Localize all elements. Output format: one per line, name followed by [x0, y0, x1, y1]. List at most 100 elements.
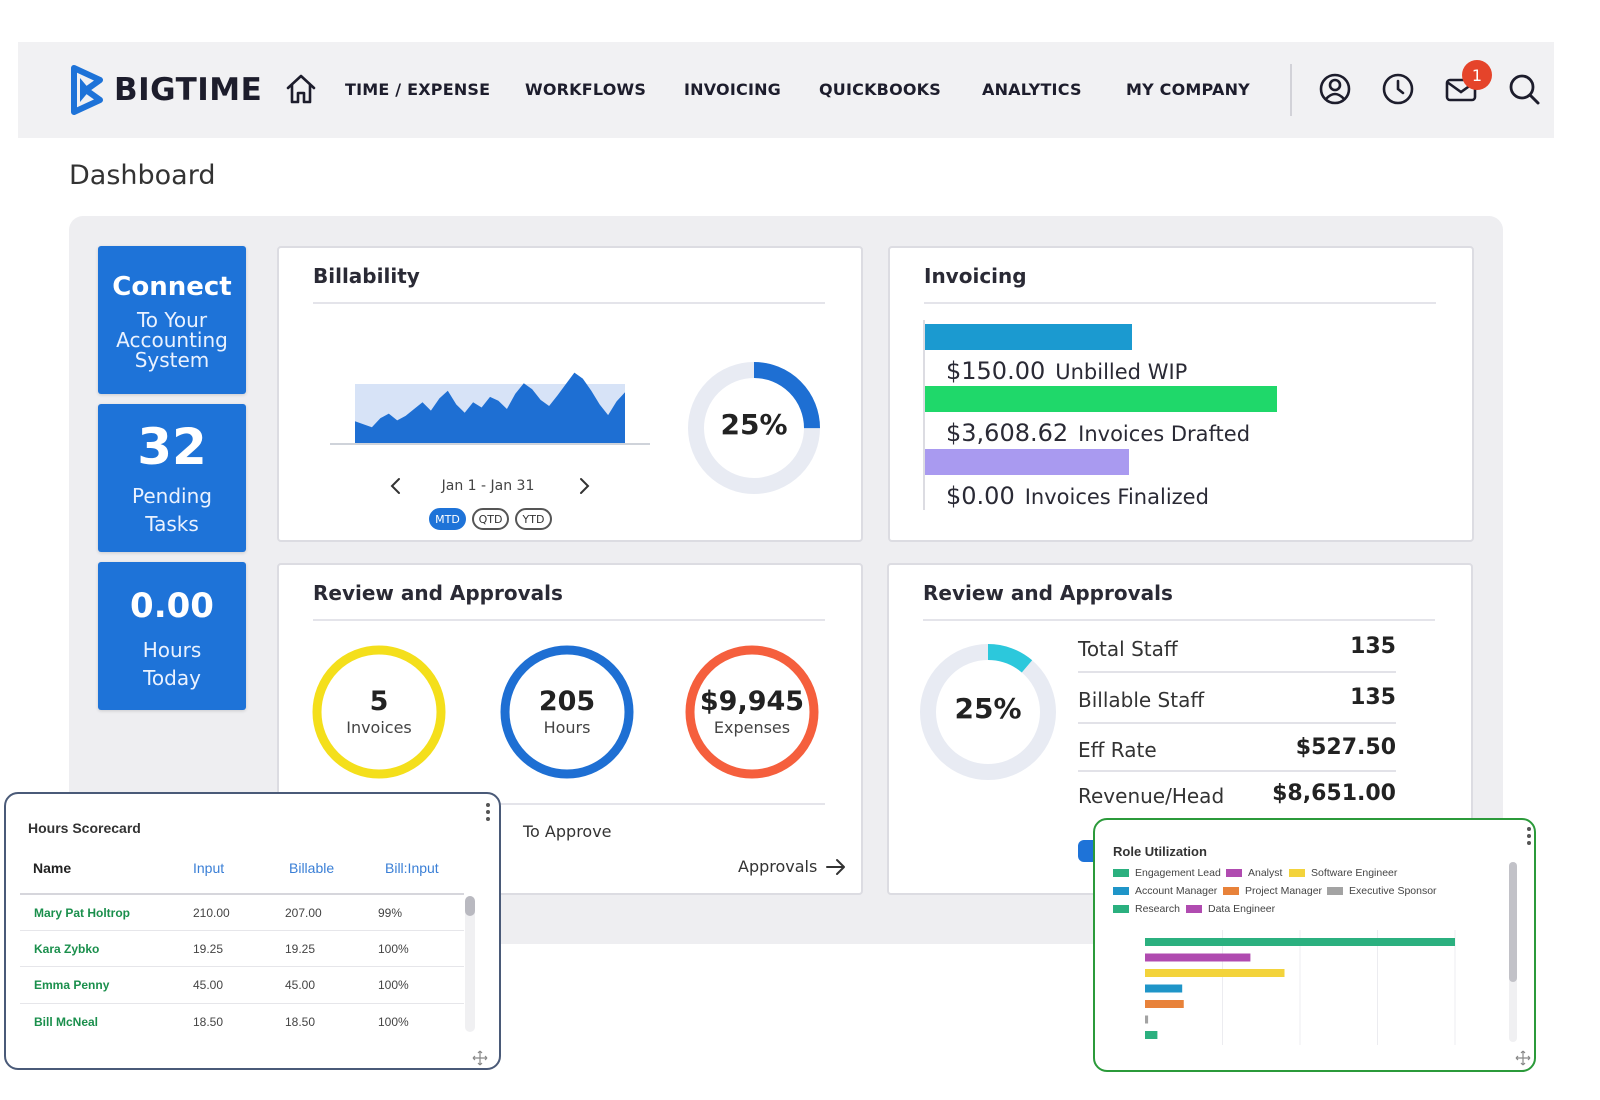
legend-engagement-lead[interactable]: Engagement Lead [1113, 867, 1221, 879]
legend-label: Data Engineer [1208, 903, 1276, 915]
legend-label: Account Manager [1135, 885, 1218, 897]
scorecard-input: 210.00 [193, 906, 230, 920]
invoices-finalized-label: Invoices Finalized [1024, 485, 1209, 509]
period-qtd-button[interactable]: QTD [472, 508, 509, 530]
hours-ring[interactable] [497, 642, 637, 782]
scorecard-menu-icon[interactable] [484, 802, 492, 822]
col-input-header[interactable]: Input [193, 860, 225, 876]
legend-analyst[interactable]: Analyst [1226, 867, 1282, 879]
scorecard-billable: 19.25 [285, 942, 316, 956]
role-bar-executive-sponsor[interactable] [1145, 1015, 1149, 1024]
role-bar-analyst[interactable] [1145, 953, 1251, 962]
invoices-drafted-bar [925, 386, 1277, 412]
scorecard-bill-input: 100% [378, 1015, 409, 1029]
table-row[interactable]: Kara Zybko 19.25 19.25 100% [20, 930, 464, 966]
hours-today-tile[interactable]: 0.00 Hours Today [98, 562, 246, 710]
scorecard-scrollbar-track[interactable] [465, 896, 475, 1032]
legend-executive-sponsor[interactable]: Executive Sponsor [1327, 885, 1437, 897]
approvals-link[interactable]: Approvals [738, 857, 847, 876]
scorecard-name[interactable]: Kara Zybko [34, 942, 100, 956]
legend-software-engineer[interactable]: Software Engineer [1289, 867, 1397, 879]
role-menu-icon[interactable] [1525, 826, 1533, 846]
bigtime-logo[interactable]: BIGTIME [70, 62, 262, 118]
table-row[interactable]: Emma Penny 45.00 45.00 100% [20, 966, 464, 1002]
unbilled-wip-label: Unbilled WIP [1055, 360, 1188, 384]
connect-title: Connect [112, 272, 232, 302]
search-icon[interactable] [1507, 72, 1541, 106]
mail-badge: 1 [1462, 60, 1492, 90]
table-row[interactable]: Bill McNeal 18.50 18.50 100% [20, 1003, 464, 1039]
staff-donut-arc [920, 644, 1056, 780]
invoices-drafted-row: $3,608.62 Invoices Drafted [946, 419, 1250, 447]
unbilled-wip-bar [925, 324, 1132, 350]
role-bar-account-manager[interactable] [1145, 984, 1183, 993]
role-bar-engagement-lead[interactable] [1145, 938, 1455, 946]
invoicing-rule [924, 302, 1436, 304]
nav-analytics[interactable]: ANALYTICS [982, 80, 1082, 99]
hours-scorecard-title: Hours Scorecard [28, 820, 141, 836]
billability-area [355, 372, 625, 444]
pending-tasks-tile[interactable]: 32 Pending Tasks [98, 404, 246, 552]
billability-title: Billability [313, 264, 420, 288]
legend-label: Project Manager [1245, 885, 1323, 897]
move-handle-icon[interactable] [472, 1050, 488, 1066]
connect-accounting-tile[interactable]: Connect To Your Accounting System [98, 246, 246, 394]
table-row[interactable]: Mary Pat Holtrop 210.00 207.00 99% [20, 893, 464, 929]
scorecard-name[interactable]: Mary Pat Holtrop [34, 906, 131, 920]
nav-time-expense[interactable]: TIME / EXPENSE [345, 80, 491, 99]
move-handle-icon[interactable] [1515, 1050, 1531, 1066]
col-billable-header[interactable]: Billable [289, 860, 335, 876]
prev-period-icon[interactable] [388, 476, 404, 496]
nav-workflows[interactable]: WORKFLOWS [525, 80, 647, 99]
period-mtd-button[interactable]: MTD [429, 508, 466, 530]
scorecard-bill-input: 100% [378, 978, 409, 992]
review-left-rule-2 [313, 803, 825, 805]
expenses-ring[interactable] [682, 642, 822, 782]
staff-donut-percent: 25% [954, 692, 1022, 725]
invoices-ring[interactable] [309, 642, 449, 782]
invoices-ring-label: Invoices [346, 718, 412, 737]
role-bar-software-engineer[interactable] [1145, 969, 1285, 977]
stat-rule-1 [1078, 671, 1396, 673]
review-right-title: Review and Approvals [923, 581, 1173, 605]
scorecard-scrollbar-thumb[interactable] [465, 896, 475, 916]
legend-account-manager[interactable]: Account Manager [1113, 885, 1217, 897]
scorecard-billable: 207.00 [285, 906, 322, 920]
scorecard-name[interactable]: Bill McNeal [34, 1015, 99, 1029]
invoices-drafted-label: Invoices Drafted [1078, 422, 1251, 446]
hours-today-line2: Today [143, 666, 201, 690]
hours-today-line1: Hours [142, 638, 202, 662]
nav-quickbooks[interactable]: QUICKBOOKS [819, 80, 942, 99]
legend-label: Software Engineer [1311, 867, 1398, 879]
legend-label: Research [1135, 903, 1180, 915]
invoices-drafted-amount: $3,608.62 [946, 419, 1069, 447]
col-billinput-header[interactable]: Bill:Input [385, 860, 439, 876]
scorecard-bill-input: 100% [378, 942, 409, 956]
logo-text: BIGTIME [114, 72, 263, 108]
scorecard-name[interactable]: Emma Penny [34, 978, 110, 992]
role-scrollbar-thumb[interactable] [1509, 862, 1517, 982]
home-icon[interactable] [284, 72, 318, 106]
nav-my-company[interactable]: MY COMPANY [1126, 80, 1250, 99]
nav-invoicing[interactable]: INVOICING [684, 80, 782, 99]
invoices-finalized-bar [925, 449, 1129, 475]
bigtime-logo-icon [71, 65, 103, 115]
role-bar-project-manager[interactable] [1145, 1000, 1184, 1008]
approvals-link-label: Approvals [738, 857, 818, 876]
user-profile-icon[interactable] [1318, 72, 1352, 106]
billability-date-range: Jan 1 - Jan 31 [441, 478, 535, 494]
role-bar-research[interactable] [1145, 1031, 1158, 1039]
col-name-header[interactable]: Name [33, 860, 72, 876]
hours-ring-label: Hours [543, 718, 591, 737]
legend-project-manager[interactable]: Project Manager [1223, 885, 1322, 897]
review-left-title: Review and Approvals [313, 581, 563, 605]
expenses-ring-label: Expenses [713, 718, 791, 737]
legend-research[interactable]: Research [1113, 903, 1180, 915]
clock-icon[interactable] [1381, 72, 1415, 106]
period-ytd-button[interactable]: YTD [515, 508, 552, 530]
legend-data-engineer[interactable]: Data Engineer [1186, 903, 1275, 915]
scorecard-input: 45.00 [193, 978, 224, 992]
next-period-icon[interactable] [576, 476, 592, 496]
invoices-ring-value: 5 [369, 686, 389, 717]
invoicing-title: Invoicing [924, 264, 1027, 288]
